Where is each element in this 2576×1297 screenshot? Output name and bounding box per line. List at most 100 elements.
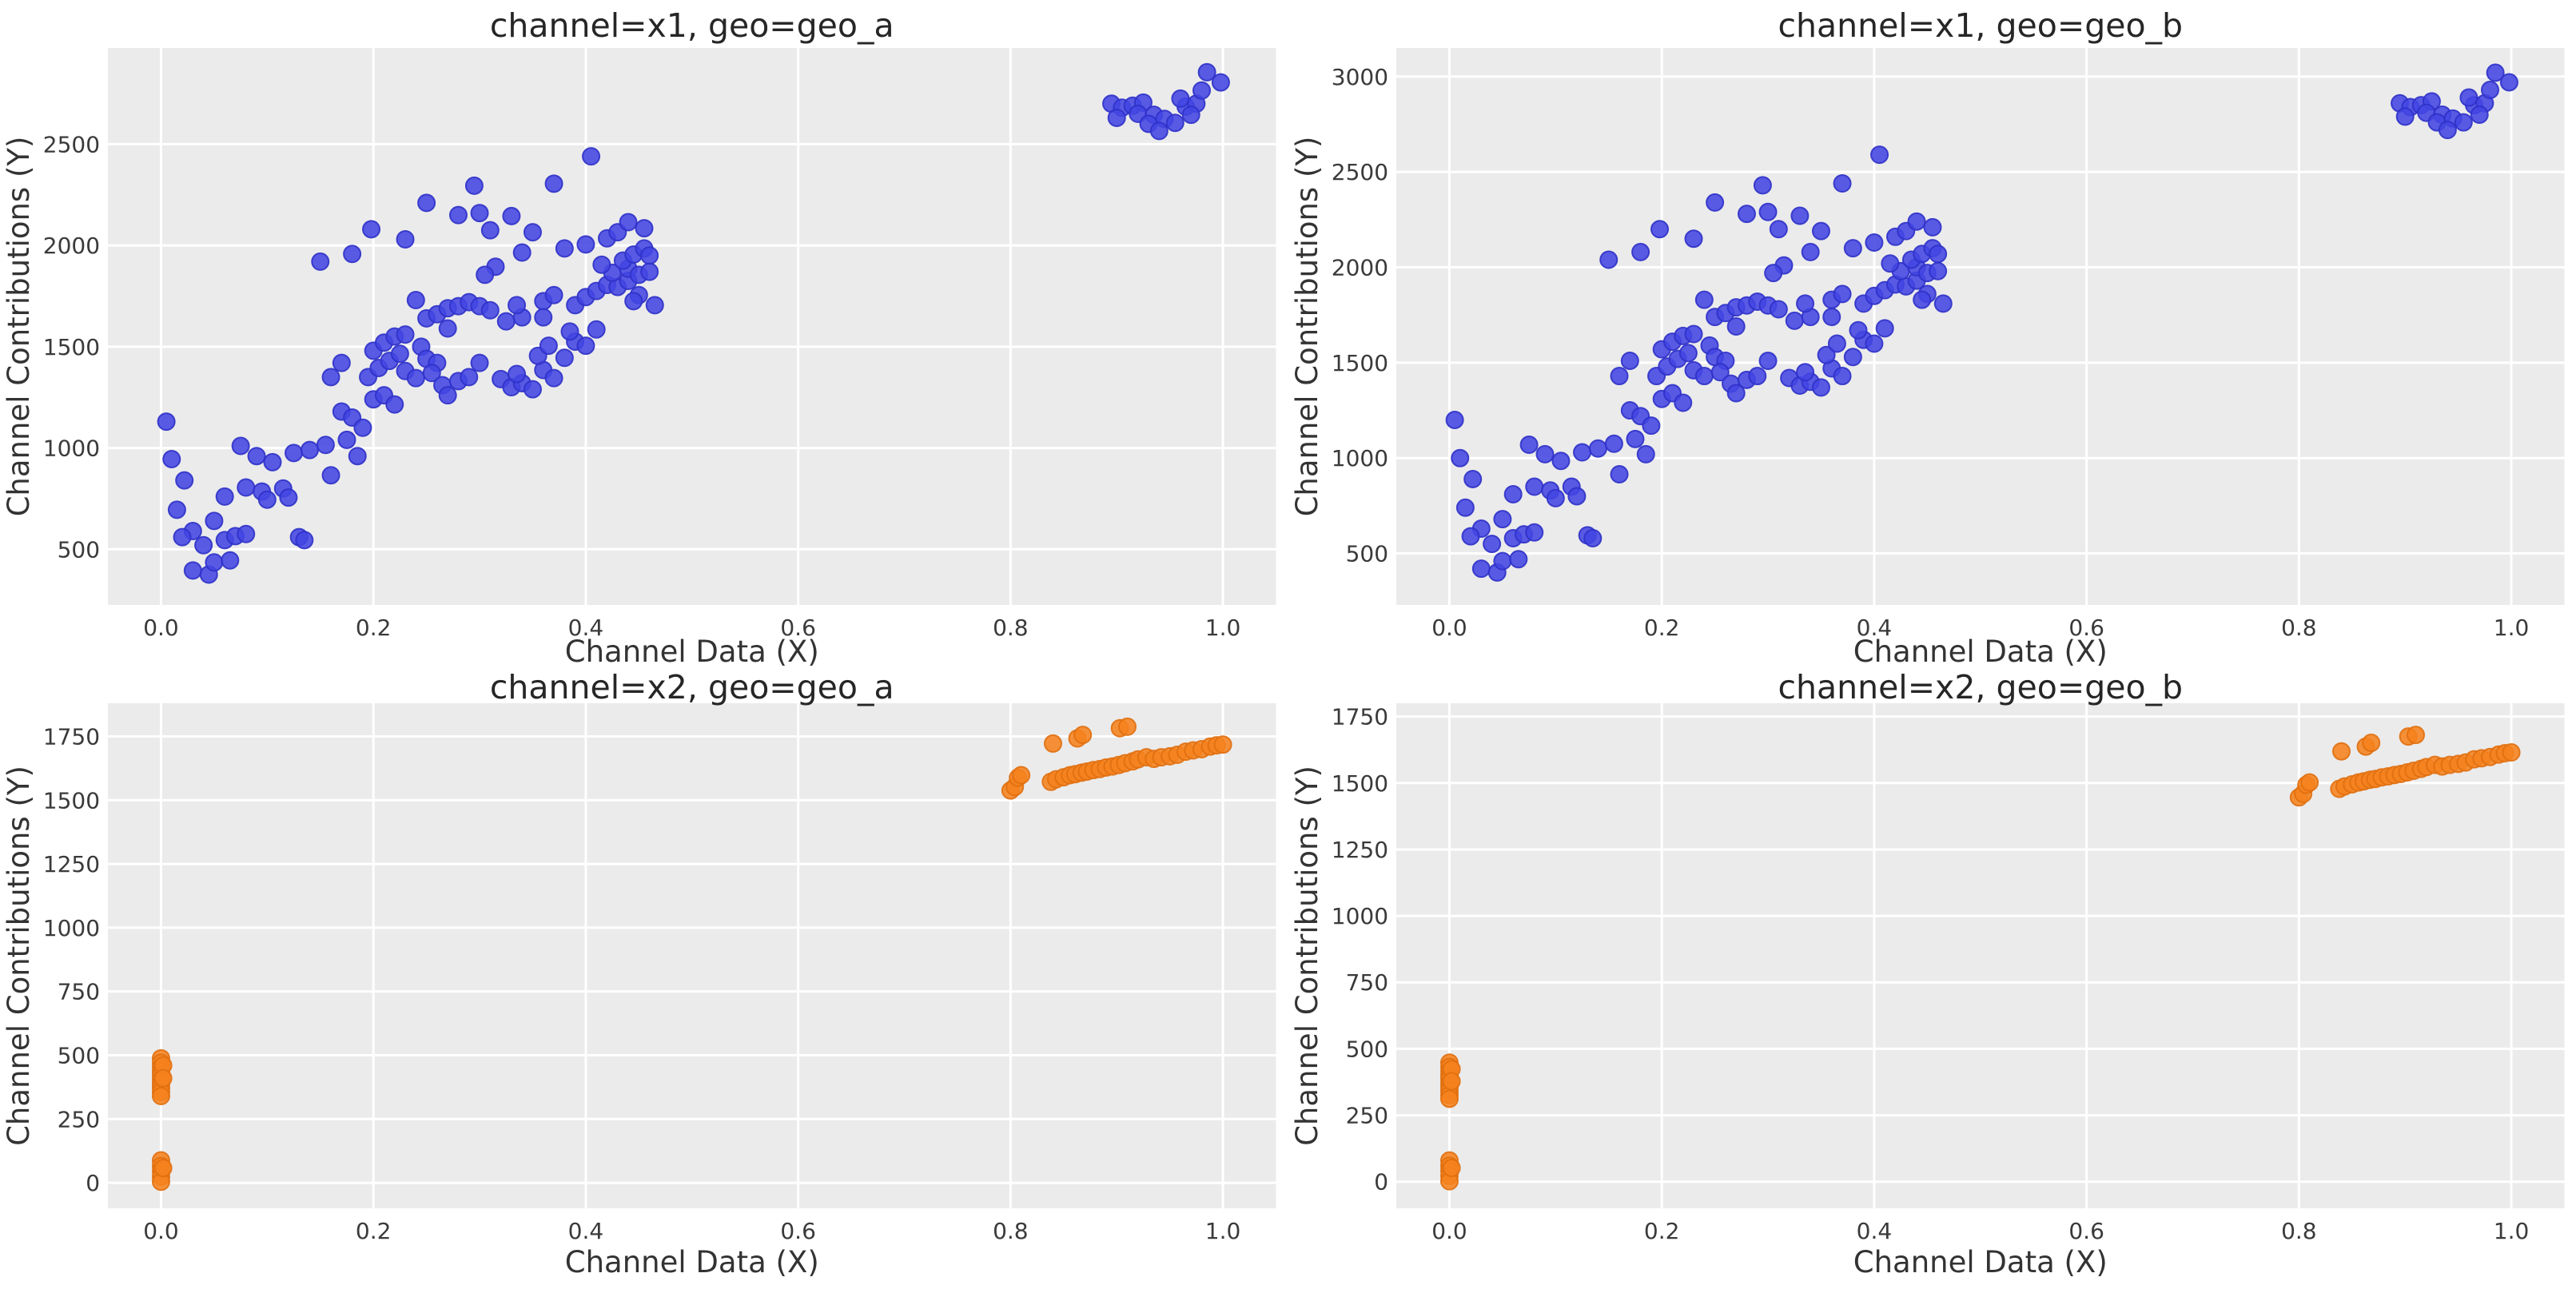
y-tick-label: 2000 <box>43 233 100 259</box>
data-point <box>438 319 457 338</box>
axes-background <box>1395 48 2564 605</box>
data-point <box>1107 108 1126 127</box>
data-point <box>1519 435 1539 454</box>
data-point <box>1833 173 1852 193</box>
y-tick-label: 2500 <box>43 131 100 157</box>
data-point <box>560 322 579 341</box>
x-axis-label: Channel Data (X) <box>565 1245 819 1279</box>
data-point <box>1811 221 1830 241</box>
y-tick-label: 250 <box>1345 1103 1388 1129</box>
data-point <box>1758 202 1778 221</box>
data-point <box>1848 320 1867 340</box>
data-point <box>1165 113 1184 133</box>
data-point <box>544 368 563 388</box>
y-tick-label: 500 <box>1345 541 1388 567</box>
data-point <box>1726 317 1746 336</box>
data-point <box>1117 717 1137 736</box>
x-tick-label: 0.0 <box>143 615 179 641</box>
data-point <box>1694 290 1714 309</box>
data-point <box>316 436 335 455</box>
data-point <box>1455 498 1475 517</box>
data-point <box>1439 1089 1459 1108</box>
data-point <box>1790 206 1809 225</box>
data-point <box>1588 439 1607 458</box>
data-point <box>385 395 404 414</box>
y-tick-label: 3000 <box>1331 64 1388 90</box>
data-point <box>321 466 340 485</box>
data-point <box>183 561 202 580</box>
data-point <box>2438 121 2457 140</box>
y-tick-label: 1000 <box>43 436 100 462</box>
data-point <box>448 205 468 225</box>
y-tick-label: 1750 <box>43 723 100 750</box>
data-point <box>624 292 643 311</box>
data-point <box>295 531 314 550</box>
y-tick-label: 500 <box>58 1042 100 1068</box>
data-point <box>1567 487 1586 506</box>
data-point <box>1625 429 1644 448</box>
data-point <box>1684 229 1703 249</box>
data-point <box>1747 367 1766 386</box>
data-point <box>576 235 595 254</box>
y-tick-label: 1500 <box>1331 350 1388 376</box>
subplot-title: channel=x2, geo=geo_a <box>490 668 894 706</box>
x-tick-label: 0.8 <box>993 1218 1029 1244</box>
data-point <box>1583 528 1602 547</box>
x-tick-label: 1.0 <box>1205 1218 1241 1244</box>
data-point <box>1827 334 1846 353</box>
data-point <box>362 220 381 239</box>
data-point <box>1833 284 1852 304</box>
data-point <box>2499 73 2518 92</box>
data-point <box>1928 261 1947 280</box>
data-point <box>1907 212 1926 231</box>
data-point <box>1551 452 1570 471</box>
x-tick-label: 0.8 <box>993 615 1029 641</box>
data-point <box>1737 205 1756 224</box>
data-point <box>2454 113 2473 132</box>
data-point <box>348 447 367 466</box>
data-point <box>1673 393 1692 412</box>
data-point <box>508 296 527 315</box>
data-point <box>523 380 542 399</box>
data-point <box>1843 239 1862 258</box>
data-point <box>587 320 606 339</box>
data-point <box>1181 105 1200 125</box>
data-point <box>1492 551 1511 571</box>
data-point <box>2361 734 2380 753</box>
y-tick-label: 750 <box>58 979 100 1005</box>
data-point <box>2480 81 2499 100</box>
data-point <box>534 308 553 327</box>
y-tick-label: 1000 <box>1331 903 1388 929</box>
data-point <box>285 444 304 463</box>
data-point <box>1763 264 1782 283</box>
x-tick-label: 0.8 <box>2281 615 2317 641</box>
data-point <box>343 245 362 264</box>
y-tick-label: 1500 <box>43 334 100 360</box>
data-point <box>1795 294 1814 313</box>
data-point <box>390 344 409 364</box>
data-point <box>523 223 542 242</box>
data-point <box>512 243 532 262</box>
data-point <box>1508 550 1527 569</box>
data-point <box>215 487 234 506</box>
data-point <box>157 412 176 432</box>
data-point <box>300 440 319 460</box>
data-point <box>1442 1072 1461 1091</box>
data-point <box>1524 523 1543 542</box>
y-tick-label: 1250 <box>1331 837 1388 863</box>
data-point <box>1450 448 1469 467</box>
x-tick-label: 0.4 <box>568 615 604 641</box>
data-point <box>1641 416 1660 436</box>
data-point <box>480 300 500 320</box>
data-point <box>502 206 521 225</box>
data-point <box>1620 351 1639 370</box>
data-point <box>205 511 224 531</box>
data-point <box>1817 345 1836 364</box>
data-point <box>153 1159 173 1178</box>
data-point <box>1043 734 1062 753</box>
axes-background <box>108 48 1276 605</box>
data-point <box>635 219 654 238</box>
x-axis-label: Channel Data (X) <box>1853 1245 2107 1279</box>
x-tick-label: 0.4 <box>1856 1218 1892 1244</box>
subplot-title: channel=x1, geo=geo_a <box>490 6 894 45</box>
